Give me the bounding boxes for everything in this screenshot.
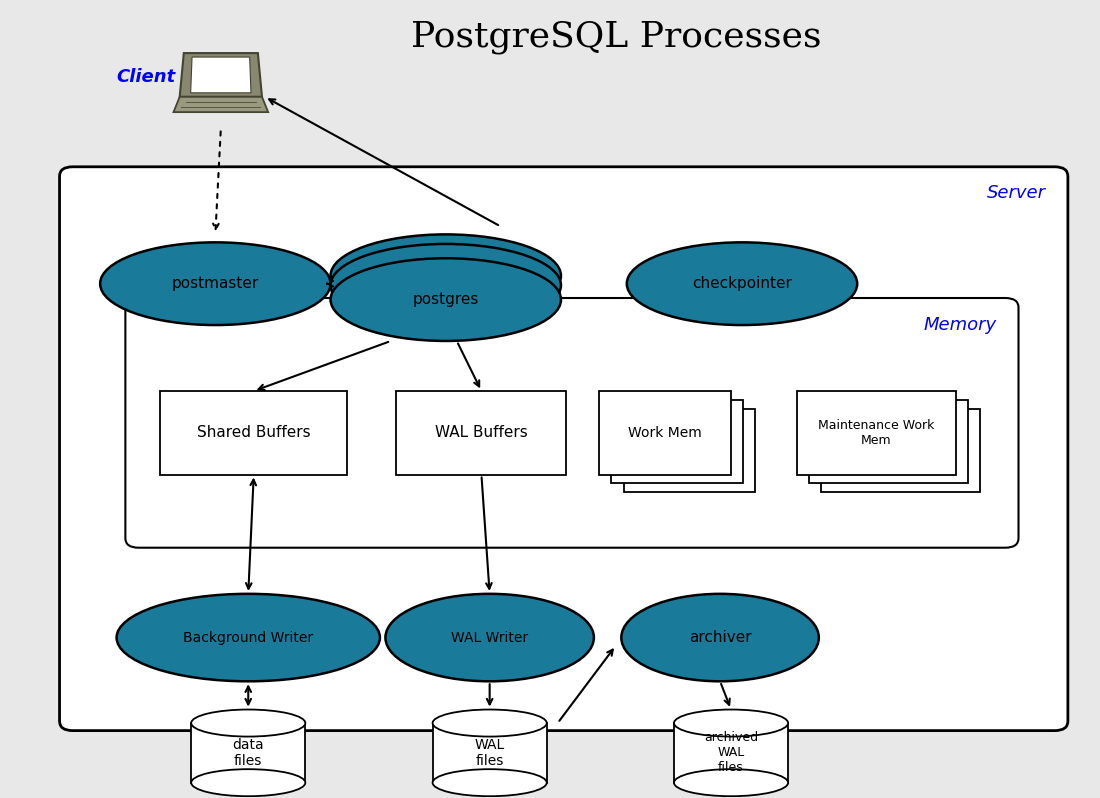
Text: Background Writer: Background Writer (184, 630, 314, 645)
Text: WAL
files: WAL files (474, 738, 505, 768)
Text: postmaster: postmaster (172, 276, 258, 291)
Ellipse shape (627, 243, 857, 325)
Polygon shape (179, 53, 262, 97)
Ellipse shape (191, 709, 306, 737)
FancyBboxPatch shape (821, 409, 980, 492)
Text: WAL Writer: WAL Writer (451, 630, 528, 645)
Polygon shape (190, 57, 251, 93)
Text: postgres: postgres (412, 292, 478, 307)
FancyBboxPatch shape (125, 298, 1019, 547)
Ellipse shape (331, 259, 561, 341)
Ellipse shape (100, 243, 331, 325)
Ellipse shape (191, 769, 306, 796)
Polygon shape (432, 723, 547, 783)
Text: Work Mem: Work Mem (628, 426, 702, 440)
Ellipse shape (621, 594, 818, 681)
Text: archiver: archiver (689, 630, 751, 645)
FancyBboxPatch shape (161, 391, 346, 475)
Polygon shape (674, 723, 788, 783)
Ellipse shape (674, 709, 788, 737)
FancyBboxPatch shape (396, 391, 566, 475)
Text: data
files: data files (232, 738, 264, 768)
Text: Client: Client (117, 68, 176, 86)
FancyBboxPatch shape (808, 400, 968, 484)
Ellipse shape (385, 594, 594, 681)
FancyBboxPatch shape (612, 400, 744, 484)
Polygon shape (191, 723, 306, 783)
Text: Server: Server (987, 184, 1046, 202)
Ellipse shape (432, 709, 547, 737)
FancyBboxPatch shape (624, 409, 756, 492)
Text: archived
WAL
files: archived WAL files (704, 732, 758, 774)
FancyBboxPatch shape (59, 167, 1068, 731)
Polygon shape (174, 97, 268, 113)
Ellipse shape (331, 235, 561, 317)
Text: Maintenance Work
Mem: Maintenance Work Mem (818, 419, 935, 447)
FancyBboxPatch shape (600, 391, 732, 475)
Text: PostgreSQL Processes: PostgreSQL Processes (410, 20, 821, 54)
Text: checkpointer: checkpointer (692, 276, 792, 291)
Text: Shared Buffers: Shared Buffers (197, 425, 310, 440)
Text: WAL Buffers: WAL Buffers (434, 425, 528, 440)
Ellipse shape (331, 244, 561, 326)
Ellipse shape (117, 594, 380, 681)
Ellipse shape (432, 769, 547, 796)
Ellipse shape (674, 769, 788, 796)
FancyBboxPatch shape (796, 391, 956, 475)
Text: Memory: Memory (923, 315, 997, 334)
